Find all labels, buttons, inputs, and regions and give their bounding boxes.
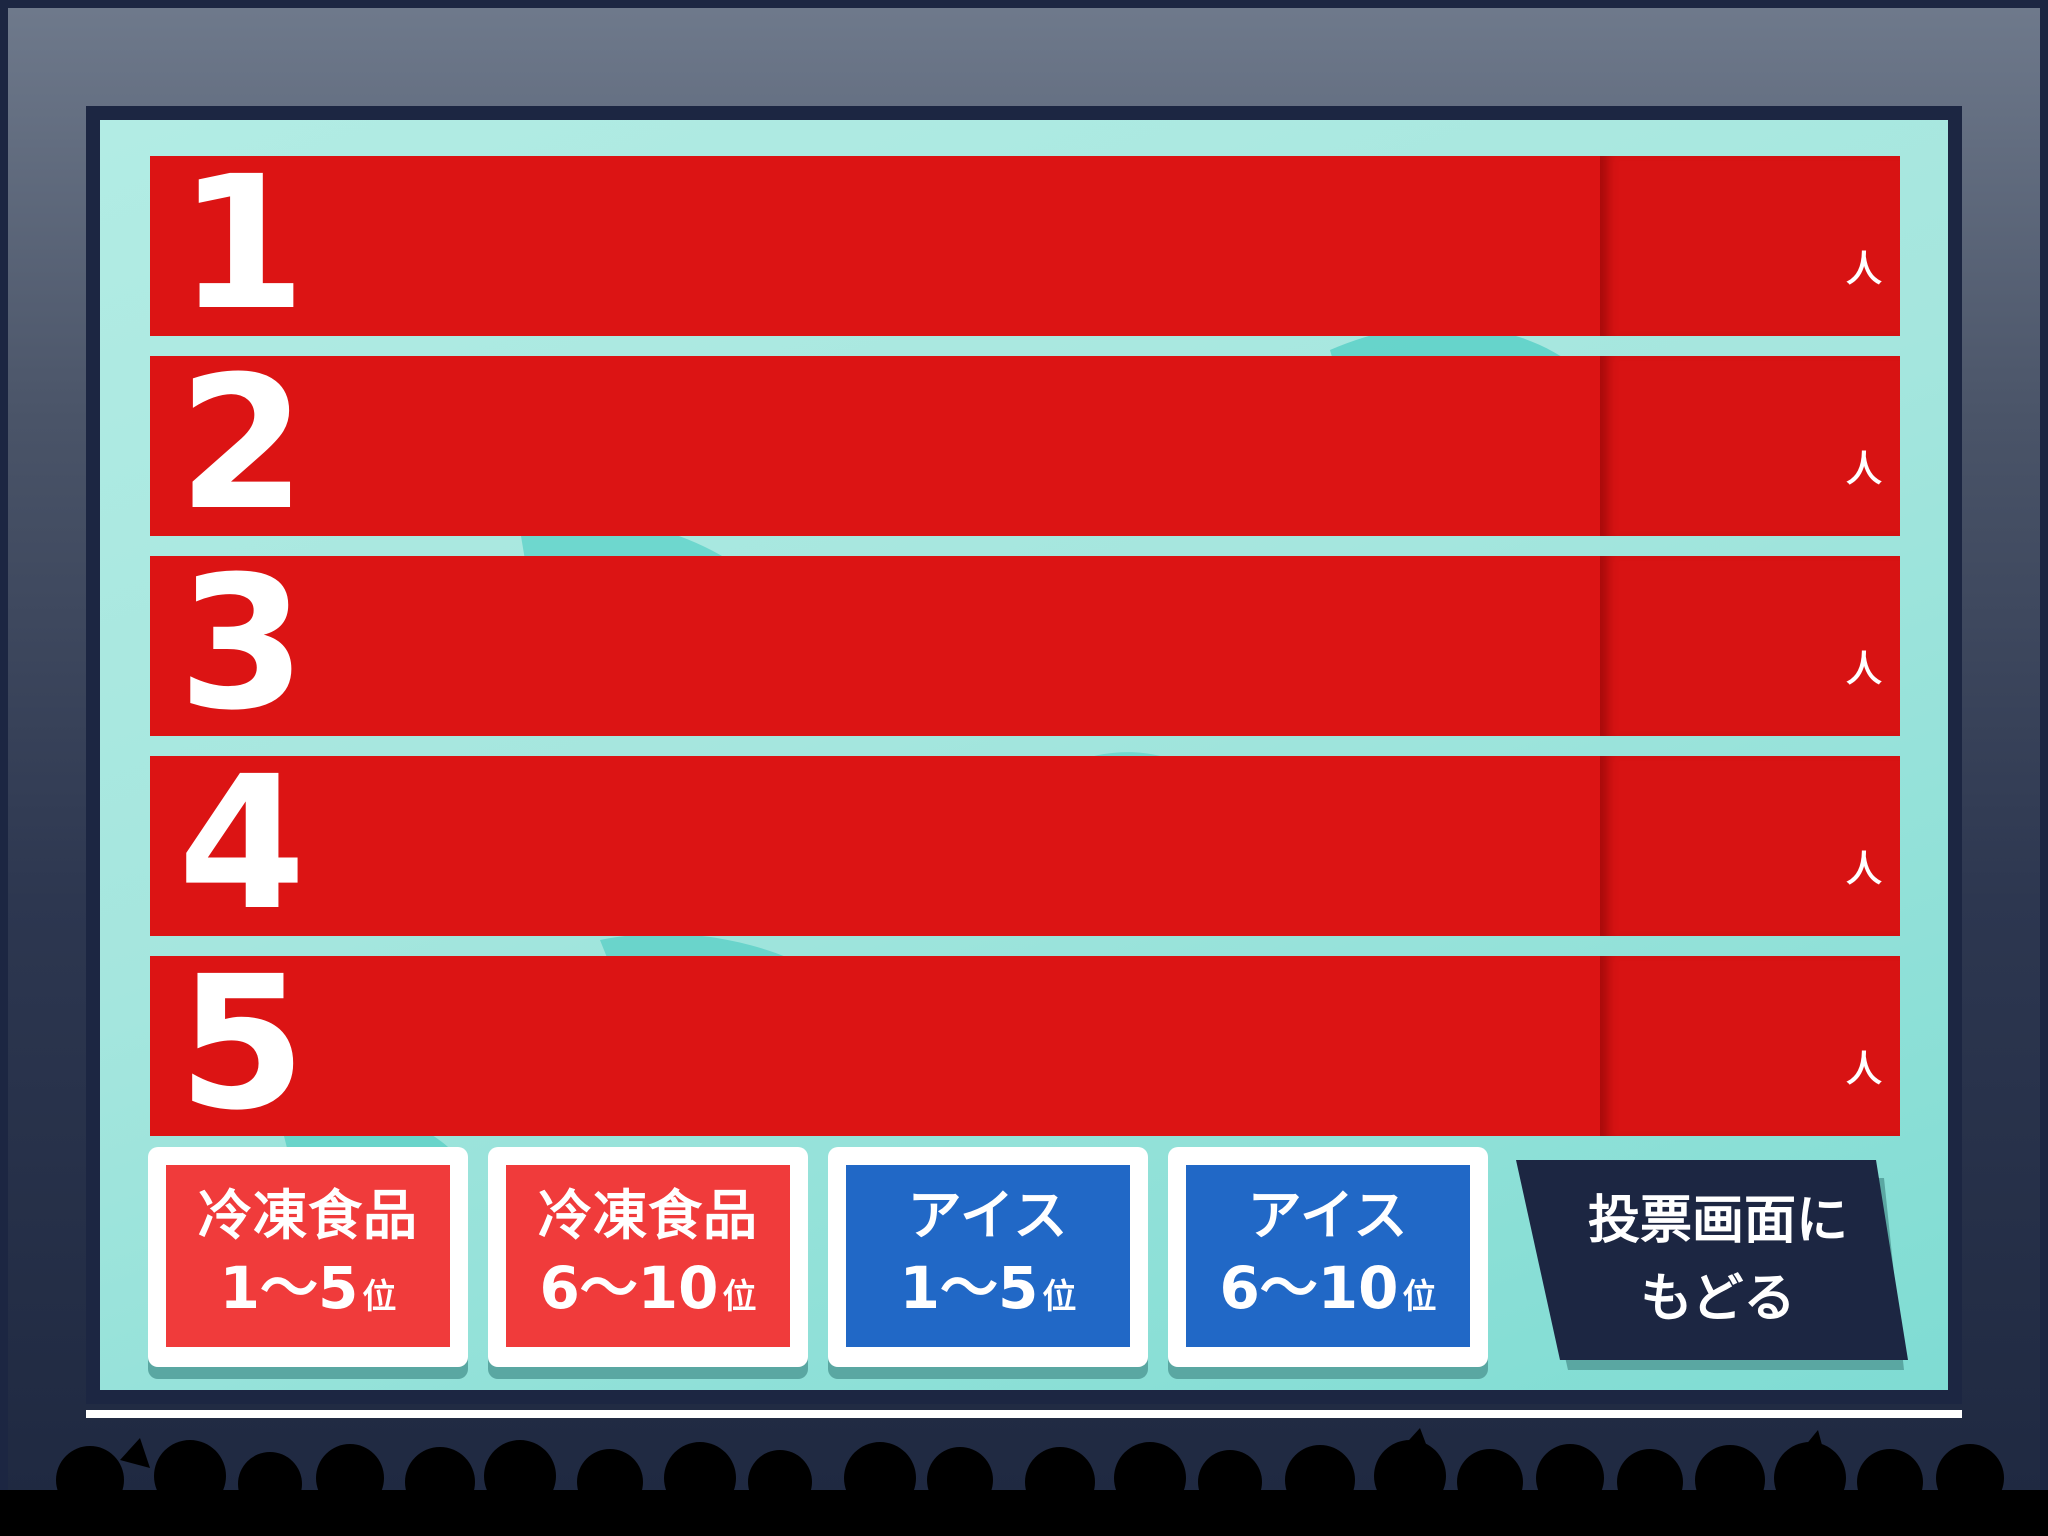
audience-heads: [56, 1440, 2004, 1517]
back-button-shape: [1516, 1160, 1908, 1370]
rank-number: 4: [177, 756, 306, 936]
vote-count-cell: [1600, 356, 1900, 536]
people-unit-label: 人: [1845, 649, 1882, 690]
button-category-label: 冷凍食品: [198, 1183, 418, 1247]
button-range-label: 6〜10 位: [539, 1252, 756, 1333]
people-unit-label: 人: [1845, 849, 1882, 890]
rank-suffix: 位: [362, 1276, 397, 1317]
button-face: 冷凍食品 1〜5 位: [166, 1165, 450, 1347]
ranking-row-3: 3 人: [150, 556, 1900, 736]
people-unit-label: 人: [1845, 249, 1882, 290]
vote-count-cell: [1600, 956, 1900, 1136]
button-category-label: アイス: [907, 1183, 1069, 1247]
back-to-voting-button[interactable]: 投票画面に もどる: [1508, 1156, 1912, 1370]
audience-bodies: [40, 1504, 1942, 1536]
range-text: 6〜10: [539, 1253, 719, 1322]
frozen-food-1-5-button[interactable]: 冷凍食品 1〜5 位: [148, 1147, 468, 1367]
rank-number: 1: [177, 156, 306, 336]
ranking-row-5: 5 人: [150, 956, 1900, 1136]
ice-cream-1-5-button[interactable]: アイス 1〜5 位: [828, 1147, 1148, 1367]
rank-number: 5: [177, 956, 306, 1136]
ice-cream-6-10-button[interactable]: アイス 6〜10 位: [1168, 1147, 1488, 1367]
button-category-label: 冷凍食品: [538, 1183, 758, 1247]
ranking-row-1: 1 人: [150, 156, 1900, 336]
rank-suffix: 位: [1402, 1276, 1437, 1317]
button-face: 冷凍食品 6〜10 位: [506, 1165, 790, 1347]
vote-count-cell: [1600, 556, 1900, 736]
stage-floor-line: [86, 1410, 1962, 1418]
button-range-label: 6〜10 位: [1219, 1252, 1436, 1333]
people-unit-label: 人: [1845, 1049, 1882, 1090]
rank-number: 3: [177, 556, 306, 736]
range-text: 1〜5: [219, 1253, 359, 1322]
vote-count-cell: [1600, 156, 1900, 336]
rank-suffix: 位: [722, 1276, 757, 1317]
button-face: アイス 6〜10 位: [1186, 1165, 1470, 1347]
rank-suffix: 位: [1042, 1276, 1077, 1317]
audience-silhouette: [0, 1428, 2048, 1536]
back-label-line2: もどる: [1640, 1269, 1796, 1329]
button-range-label: 1〜5 位: [220, 1252, 397, 1333]
ranking-row-2: 2 人: [150, 356, 1900, 536]
vote-count-cell: [1600, 756, 1900, 936]
button-face: アイス 1〜5 位: [846, 1165, 1130, 1347]
ranking-row-4: 4 人: [150, 756, 1900, 936]
range-text: 1〜5: [899, 1253, 1039, 1322]
button-range-label: 1〜5 位: [900, 1252, 1077, 1333]
people-unit-label: 人: [1845, 449, 1882, 490]
range-text: 6〜10: [1219, 1253, 1399, 1322]
back-label-line1: 投票画面に: [1587, 1191, 1848, 1251]
button-category-label: アイス: [1247, 1183, 1409, 1247]
back-button-label: 投票画面に もどる: [1548, 1182, 1888, 1338]
frozen-food-6-10-button[interactable]: 冷凍食品 6〜10 位: [488, 1147, 808, 1367]
rank-number: 2: [177, 356, 306, 536]
